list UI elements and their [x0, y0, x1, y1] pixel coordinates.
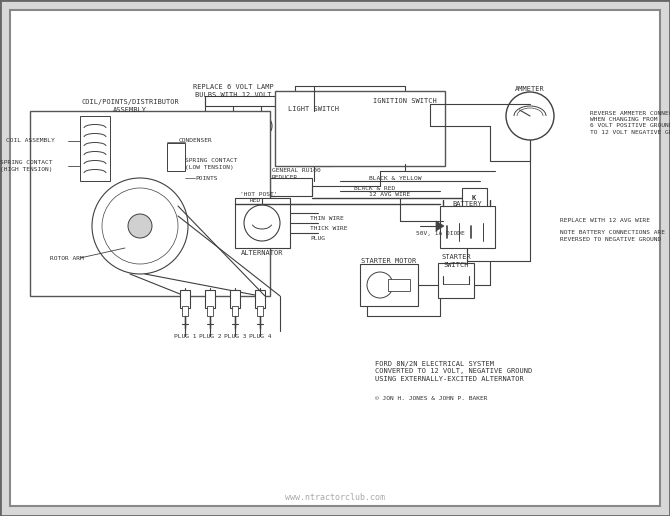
Bar [232, 306, 238, 316]
Text: K: K [472, 195, 476, 201]
Circle shape [194, 115, 216, 137]
Text: PLUG 1: PLUG 1 [174, 333, 196, 338]
Bar [380, 104, 430, 164]
Bar [80, 116, 110, 181]
Text: STARTER MOTOR: STARTER MOTOR [361, 258, 417, 264]
Circle shape [92, 178, 188, 274]
Text: BLACK & YELLOW: BLACK & YELLOW [369, 175, 421, 181]
Bar [275, 91, 445, 166]
Text: 12 AVG WIRE: 12 AVG WIRE [369, 191, 411, 197]
Text: GENERAL RU100
REDUCER: GENERAL RU100 REDUCER [272, 168, 321, 180]
Text: PLUG 3: PLUG 3 [224, 333, 247, 338]
Text: www.ntractorclub.com: www.ntractorclub.com [285, 493, 385, 503]
Text: STARTER
SWITCH: STARTER SWITCH [441, 254, 471, 268]
Text: AMMETER: AMMETER [515, 86, 545, 92]
Bar [440, 206, 495, 248]
Bar [207, 306, 213, 316]
Text: BLACK & RED: BLACK & RED [354, 185, 395, 190]
Text: NOTE BATTERY CONNECTIONS ARE
REVERSED TO NEGATIVE GROUND: NOTE BATTERY CONNECTIONS ARE REVERSED TO… [560, 231, 665, 241]
Bar [235, 198, 290, 248]
Text: SPRING CONTACT
(LOW TENSION): SPRING CONTACT (LOW TENSION) [185, 158, 237, 170]
Bar [438, 263, 474, 298]
Circle shape [506, 92, 554, 140]
Bar [230, 290, 240, 308]
Bar [270, 178, 312, 196]
Circle shape [244, 205, 280, 241]
Circle shape [128, 214, 152, 238]
Text: ROTOR ARM: ROTOR ARM [50, 255, 84, 261]
Bar [295, 111, 333, 166]
Circle shape [102, 188, 178, 264]
Text: THICK WIRE: THICK WIRE [310, 227, 348, 232]
Bar [167, 143, 185, 171]
Circle shape [367, 272, 393, 298]
Bar [388, 279, 410, 291]
Text: CONDENSER: CONDENSER [179, 138, 213, 143]
Bar [255, 290, 265, 308]
Text: COIL ASSEMBLY: COIL ASSEMBLY [6, 138, 55, 143]
Text: © JON H. JONES & JOHN P. BAKER: © JON H. JONES & JOHN P. BAKER [375, 396, 488, 401]
Bar [30, 111, 270, 296]
Text: 50V, 1A DIODE: 50V, 1A DIODE [415, 231, 464, 235]
Text: 'HOT POST': 'HOT POST' [240, 191, 277, 197]
Text: ALTERNATOR: ALTERNATOR [241, 250, 283, 256]
Bar [257, 306, 263, 316]
Text: PLUG 2: PLUG 2 [199, 333, 221, 338]
Bar [360, 264, 418, 306]
Circle shape [222, 115, 244, 137]
Text: THIN WIRE: THIN WIRE [310, 217, 344, 221]
Text: PLUG 4: PLUG 4 [249, 333, 271, 338]
Text: FORD 8N/2N ELECTRICAL SYSTEM
CONVERTED TO 12 VOLT, NEGATIVE GROUND
USING EXTERNA: FORD 8N/2N ELECTRICAL SYSTEM CONVERTED T… [375, 361, 532, 382]
Text: POINTS: POINTS [195, 175, 218, 181]
Bar [182, 306, 188, 316]
Text: LIGHT SWITCH: LIGHT SWITCH [289, 106, 340, 112]
Circle shape [398, 116, 412, 130]
Text: COIL/POINTS/DISTRIBUTOR
ASSEMBLY: COIL/POINTS/DISTRIBUTOR ASSEMBLY [81, 99, 179, 113]
Text: IGNITION SWITCH: IGNITION SWITCH [373, 98, 437, 104]
Text: PLUG: PLUG [310, 235, 325, 240]
Circle shape [250, 115, 272, 137]
Bar [180, 290, 190, 308]
Text: REPLACE 6 VOLT LAMP
BULBS WITH 12 VOLT: REPLACE 6 VOLT LAMP BULBS WITH 12 VOLT [193, 84, 273, 98]
Text: REVERSE AMMETER CONNECTIONS
WHEN CHANGING FROM
6 VOLT POSITIVE GROUND
TO 12 VOLT: REVERSE AMMETER CONNECTIONS WHEN CHANGIN… [590, 111, 670, 135]
Text: REPLACE WITH 12 AVG WIRE: REPLACE WITH 12 AVG WIRE [560, 218, 650, 223]
Bar [205, 290, 215, 308]
Polygon shape [436, 221, 444, 231]
Text: BATTERY: BATTERY [452, 201, 482, 207]
Text: RED: RED [249, 199, 261, 203]
Text: SPRING CONTACT
(HIGH TENSION): SPRING CONTACT (HIGH TENSION) [1, 160, 53, 172]
Bar [462, 188, 487, 208]
